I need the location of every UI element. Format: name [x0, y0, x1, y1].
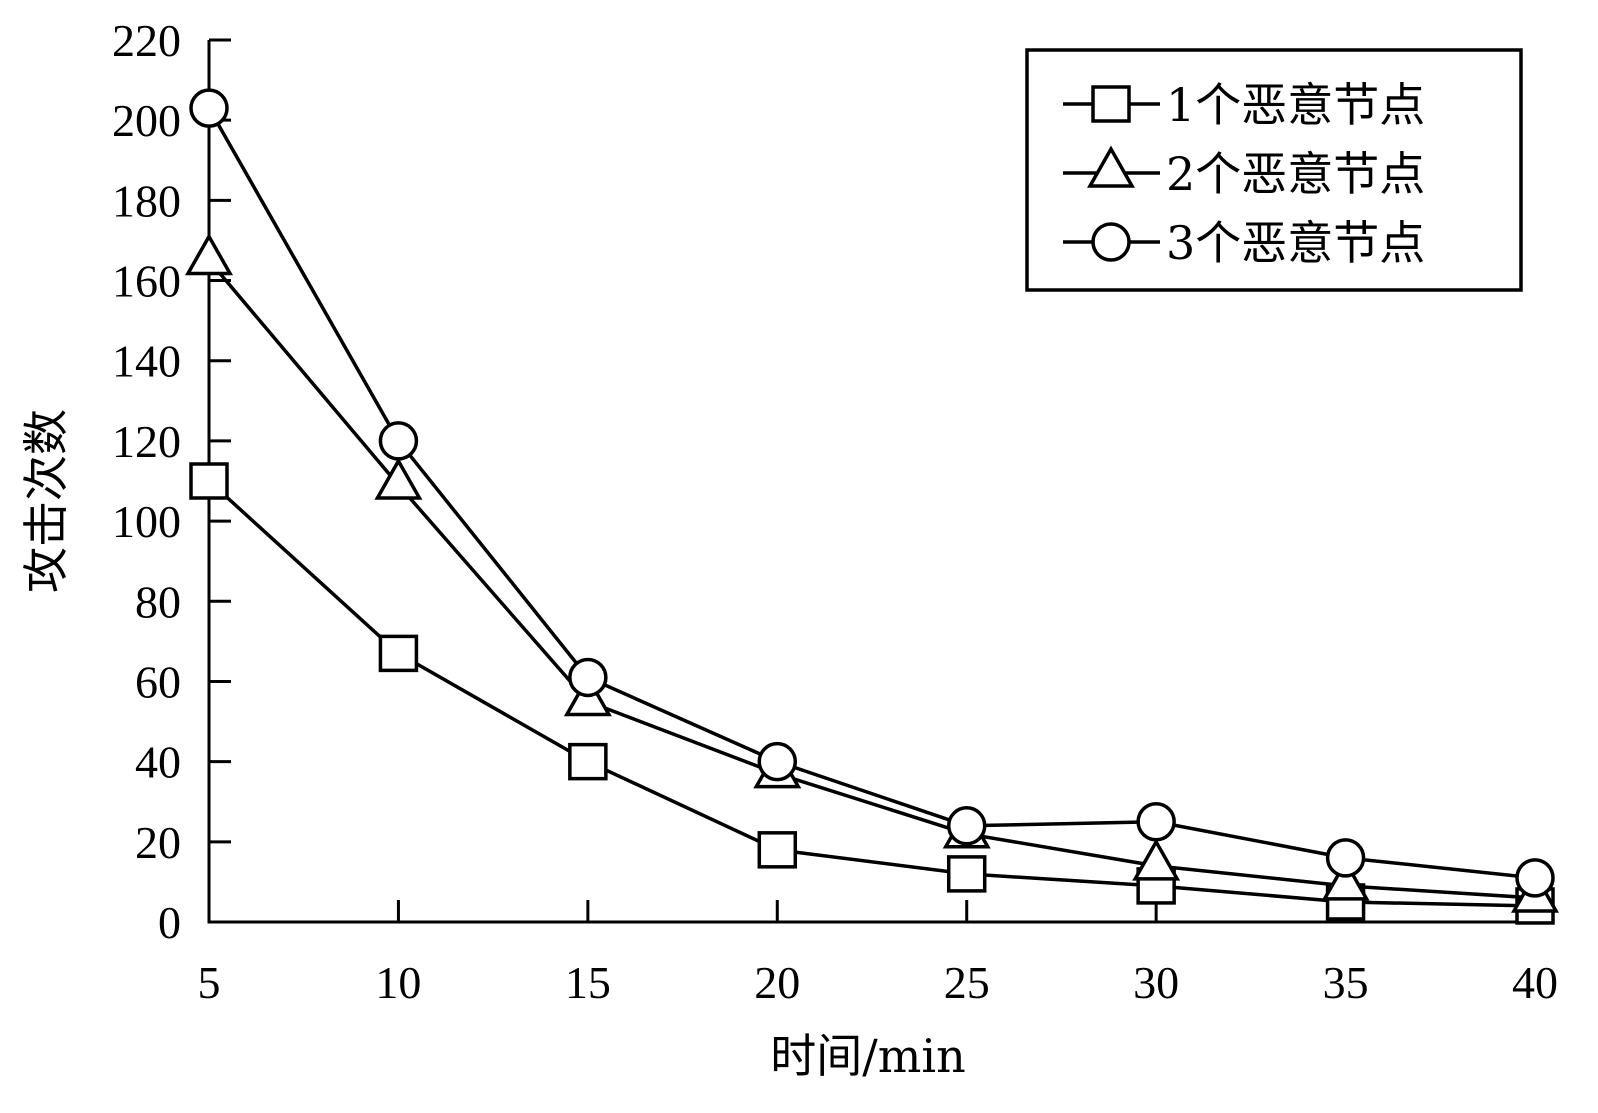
y-tick-label: 0	[158, 897, 181, 948]
legend-marker-square	[1091, 85, 1131, 123]
series-3-point	[1515, 858, 1555, 898]
series-3-point	[946, 806, 987, 846]
legend: 1个恶意节点 2个恶意节点 3个恶意节点	[1025, 48, 1523, 292]
x-axis-title: 时间/min	[770, 1029, 965, 1083]
series-3-point	[1136, 802, 1176, 842]
x-tick-label: 25	[944, 957, 990, 1008]
y-tick-label: 40	[135, 737, 181, 788]
y-tick-label: 20	[135, 817, 181, 868]
series-3-point	[568, 657, 608, 698]
y-tick-label: 160	[112, 256, 181, 307]
series-1-point	[189, 462, 229, 500]
x-tick-label: 15	[565, 957, 611, 1008]
x-tick-label: 5	[198, 957, 221, 1008]
x-tick-label: 40	[1512, 957, 1558, 1008]
legend-label: 2个恶意节点	[1166, 147, 1425, 201]
x-tick-label: 30	[1133, 957, 1179, 1008]
series-2-point	[374, 457, 423, 500]
legend-marker-triangle	[1086, 145, 1136, 188]
series-3	[189, 88, 1555, 898]
y-tick-label: 200	[112, 95, 181, 146]
y-tick-label: 180	[112, 175, 181, 226]
x-tick-label: 20	[754, 957, 800, 1008]
series-2-point	[1132, 838, 1181, 881]
series-2-point	[184, 232, 234, 276]
x-tick-label: 35	[1323, 957, 1369, 1008]
y-tick-label: 140	[112, 336, 181, 387]
series-2-point	[1321, 858, 1370, 901]
series-3-point	[1325, 838, 1366, 878]
y-tick-label: 220	[112, 15, 181, 66]
y-tick-label: 100	[112, 496, 181, 547]
series-2-line	[207, 259, 1536, 900]
x-tick-label: 10	[375, 957, 421, 1008]
series-1-point	[946, 855, 987, 893]
axes: 0 20 40 60 80 100 120 140 160 180 200 220 5 10 15 20 25 3…	[112, 15, 1558, 1008]
y-tick-label: 60	[135, 656, 181, 707]
y-axis-title: 攻击次数	[19, 409, 73, 593]
series-layer	[184, 88, 1560, 925]
legend-label: 3个恶意节点	[1166, 216, 1425, 270]
series-3-line	[207, 107, 1536, 880]
y-tick-label: 80	[135, 576, 181, 627]
series-1-point	[378, 634, 419, 673]
series-1-point	[568, 742, 608, 781]
legend-marker-circle	[1091, 222, 1131, 262]
series-1-line	[207, 479, 1536, 908]
y-tick-label: 120	[112, 416, 181, 467]
legend-label: 1个恶意节点	[1166, 78, 1425, 132]
series-3-point	[378, 421, 419, 461]
series-1-point	[757, 831, 798, 869]
series-3-point	[757, 741, 798, 782]
series-3-point	[189, 88, 229, 128]
series-2	[184, 232, 1560, 913]
